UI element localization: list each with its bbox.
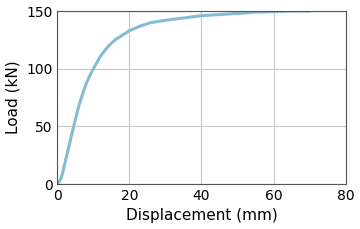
Y-axis label: Load (kN): Load (kN) [5,61,21,134]
X-axis label: Displacement (mm): Displacement (mm) [126,208,277,224]
